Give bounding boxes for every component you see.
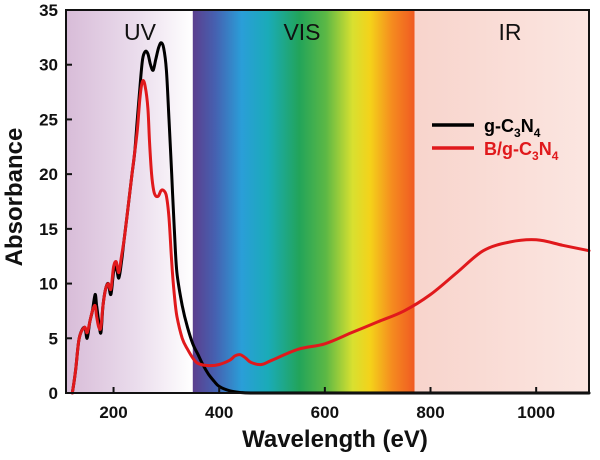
series-lines <box>70 41 591 395</box>
y-tick-label: 25 <box>39 110 58 129</box>
y-tick-label: 5 <box>49 329 58 348</box>
y-axis-title: Absorbance <box>1 128 28 267</box>
y-tick-label: 35 <box>39 1 58 20</box>
region-labels: UV VIS IR <box>124 19 521 45</box>
x-tick-label: 200 <box>99 403 127 422</box>
x-tick-label: 600 <box>311 403 339 422</box>
y-tick-label: 10 <box>39 275 58 294</box>
x-tick-label: 800 <box>416 403 444 422</box>
legend-label-0: g-C3N4 <box>484 116 541 140</box>
series-line-1 <box>70 79 591 395</box>
region-ir <box>414 10 589 393</box>
region-vis <box>192 10 415 393</box>
x-axis-title: Wavelength (eV) <box>242 426 428 453</box>
plot-frame <box>65 9 590 394</box>
y-tick-label: 0 <box>49 384 58 403</box>
y-tick-label: 20 <box>39 165 58 184</box>
spectrum-regions <box>66 10 589 393</box>
region-label-vis: VIS <box>283 19 320 45</box>
y-tick-label: 15 <box>39 220 58 239</box>
y-tick-label: 30 <box>39 56 58 75</box>
x-tick-label: 1000 <box>517 403 555 422</box>
legend-label-1: B/g-C3N4 <box>484 139 559 163</box>
x-tick-label: 400 <box>205 403 233 422</box>
region-label-ir: IR <box>499 19 522 45</box>
axes: 200 400 600 800 1000 0 5 10 15 20 25 30 35 <box>39 1 590 422</box>
region-label-uv: UV <box>124 19 157 45</box>
